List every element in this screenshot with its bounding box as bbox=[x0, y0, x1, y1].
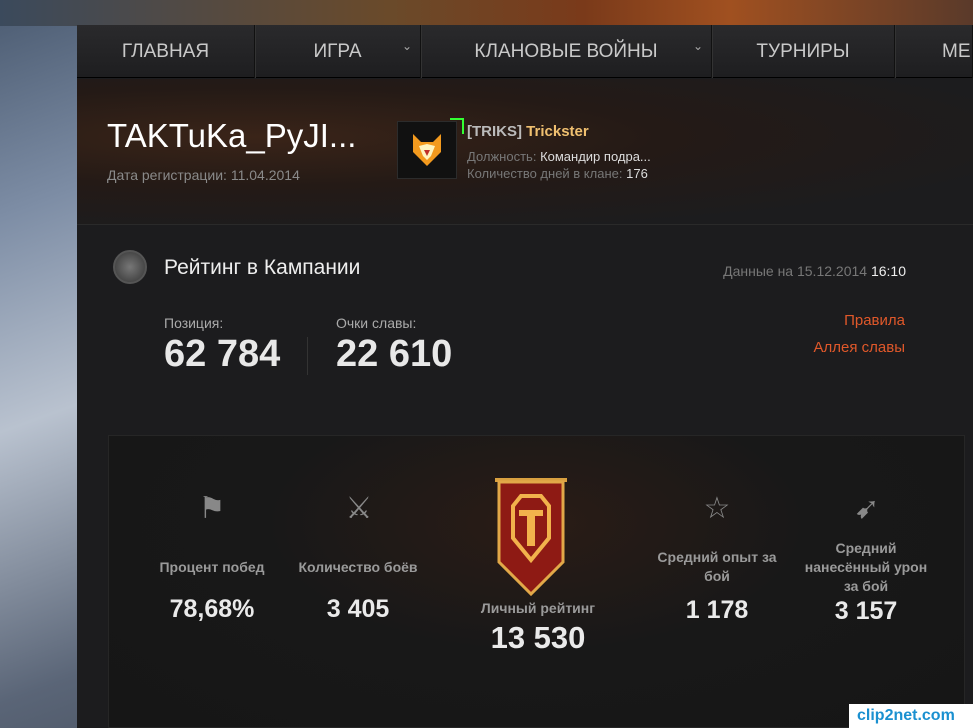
nav-label: МЕ bbox=[942, 40, 971, 62]
star-icon: ☆ bbox=[703, 492, 731, 525]
reg-label: Дата регистрации: bbox=[107, 167, 227, 183]
clan-tag: [TRIKS] bbox=[467, 123, 522, 140]
shell-icon: ➹ bbox=[854, 492, 880, 525]
main-nav: ГЛАВНАЯ ИГРА ⌄ КЛАНОВЫЕ ВОЙНЫ ⌄ ТУРНИРЫ МЕ bbox=[77, 25, 973, 78]
chevron-down-icon[interactable]: ⌄ bbox=[401, 39, 412, 53]
position-value: Командир подра... bbox=[540, 149, 651, 164]
days-label: Количество дней в клане: bbox=[467, 166, 623, 181]
clan-emblem[interactable] bbox=[397, 118, 464, 179]
stat-value: 13 530 bbox=[490, 620, 586, 655]
stat-win-rate: Процент побед 78,68% bbox=[137, 558, 287, 624]
stat-value: 1 178 bbox=[685, 596, 749, 624]
clan-position: Должность: Командир подра... bbox=[467, 149, 651, 164]
position-label: Должность: bbox=[467, 149, 537, 164]
position-label: Позиция: bbox=[164, 315, 224, 331]
chevron-down-icon[interactable]: ⌄ bbox=[692, 39, 703, 53]
stat-avg-damage: Средний нанесённый урон за бой 3 157 bbox=[791, 539, 941, 626]
clan-title[interactable]: [TRIKS] Trickster bbox=[467, 123, 589, 140]
divider bbox=[307, 337, 308, 375]
nav-media[interactable]: МЕ bbox=[895, 25, 973, 78]
stat-label: Процент побед bbox=[159, 559, 265, 575]
hall-of-fame-link[interactable]: Аллея славы bbox=[813, 339, 906, 356]
online-indicator bbox=[450, 118, 464, 134]
watermark-logo: clip2net.com bbox=[849, 704, 973, 728]
reg-date-value: 11.04.2014 bbox=[230, 167, 300, 183]
nav-tournaments[interactable]: ТУРНИРЫ bbox=[712, 25, 895, 78]
time-value: 16:10 bbox=[870, 263, 906, 279]
nav-game[interactable]: ИГРА ⌄ bbox=[255, 25, 421, 78]
profile-page: ГЛАВНАЯ ИГРА ⌄ КЛАНОВЫЕ ВОЙНЫ ⌄ ТУРНИРЫ МЕ… bbox=[77, 25, 973, 728]
wot-banner-icon bbox=[495, 478, 567, 596]
stat-avg-xp: Средний опыт за бой 1 178 bbox=[642, 548, 792, 625]
nav-home[interactable]: ГЛАВНАЯ bbox=[77, 25, 255, 78]
stat-label: Количество боёв bbox=[298, 559, 418, 575]
days-value: 176 bbox=[626, 166, 648, 181]
background-top bbox=[0, 0, 973, 26]
position-value: 62 784 bbox=[164, 333, 281, 375]
nav-label: КЛАНОВЫЕ ВОЙНЫ bbox=[474, 40, 658, 62]
nav-label: ТУРНИРЫ bbox=[756, 40, 850, 62]
stat-value: 3 405 bbox=[326, 595, 390, 623]
nav-label: ИГРА bbox=[313, 40, 362, 62]
clan-name[interactable]: Trickster bbox=[526, 123, 589, 140]
rating-date: Данные на 15.12.2014 16:10 bbox=[723, 263, 906, 279]
glory-label: Очки славы: bbox=[336, 315, 417, 331]
laurel-medal-icon bbox=[113, 250, 147, 284]
glory-value: 22 610 bbox=[336, 333, 453, 375]
fox-emblem-icon bbox=[413, 134, 441, 166]
date-label: Данные на 15.12.2014 bbox=[723, 263, 868, 279]
stat-label: Личный рейтинг bbox=[480, 600, 596, 616]
stat-label: Средний нанесённый урон за бой bbox=[804, 540, 928, 594]
crossed-swords-icon: ⚔ bbox=[345, 492, 373, 525]
player-header: TAKTuKa_PyJI... Дата регистрации: 11.04.… bbox=[77, 79, 973, 224]
stat-label: Средний опыт за бой bbox=[657, 549, 777, 584]
stat-battles: Количество боёв 3 405 bbox=[283, 558, 433, 624]
nav-clan-wars[interactable]: КЛАНОВЫЕ ВОЙНЫ ⌄ bbox=[421, 25, 712, 78]
rules-link[interactable]: Правила bbox=[844, 312, 905, 329]
registration-date: Дата регистрации: 11.04.2014 bbox=[107, 167, 300, 183]
rating-title: Рейтинг в Кампании bbox=[164, 256, 361, 279]
nav-label: ГЛАВНАЯ bbox=[121, 40, 210, 62]
clan-days: Количество дней в клане: 176 bbox=[467, 166, 648, 181]
stat-value: 78,68% bbox=[169, 595, 255, 623]
flag-icon: ⚑ bbox=[198, 492, 226, 525]
stat-personal-rating: Личный рейтинг 13 530 bbox=[463, 599, 613, 656]
player-name: TAKTuKa_PyJI... bbox=[107, 117, 357, 154]
campaign-rating: Рейтинг в Кампании Данные на 15.12.2014 … bbox=[77, 224, 973, 429]
stat-value: 3 157 bbox=[834, 597, 898, 625]
stats-panel: ⚑ Процент побед 78,68% ⚔ Количество боёв 3… bbox=[108, 435, 965, 728]
